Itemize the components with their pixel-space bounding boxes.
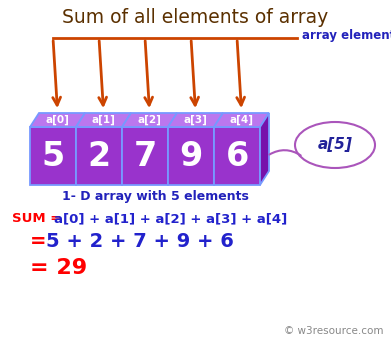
Text: a[4]: a[4]	[230, 115, 253, 125]
Polygon shape	[214, 127, 260, 185]
Text: = 29: = 29	[30, 258, 87, 278]
Polygon shape	[30, 127, 76, 185]
Polygon shape	[30, 113, 85, 127]
Text: SUM =: SUM =	[12, 212, 66, 225]
Polygon shape	[214, 113, 269, 127]
Text: 6: 6	[225, 139, 249, 172]
Polygon shape	[168, 113, 223, 127]
Polygon shape	[168, 127, 214, 185]
Text: array elements: array elements	[302, 30, 391, 42]
FancyArrowPatch shape	[269, 150, 301, 155]
Text: a[3]: a[3]	[183, 115, 208, 125]
Polygon shape	[76, 113, 131, 127]
Text: a[0] + a[1] + a[2] + a[3] + a[4]: a[0] + a[1] + a[2] + a[3] + a[4]	[54, 212, 287, 225]
Text: 2: 2	[88, 139, 111, 172]
Text: Sum of all elements of array: Sum of all elements of array	[62, 8, 328, 27]
Ellipse shape	[295, 122, 375, 168]
Text: =: =	[30, 232, 53, 251]
Text: 1- D array with 5 elements: 1- D array with 5 elements	[61, 190, 248, 203]
Polygon shape	[260, 113, 269, 185]
Text: a[2]: a[2]	[138, 115, 161, 125]
Text: a[0]: a[0]	[46, 115, 70, 125]
Text: 9: 9	[179, 139, 203, 172]
Text: a[1]: a[1]	[91, 115, 115, 125]
Text: 5 + 2 + 7 + 9 + 6: 5 + 2 + 7 + 9 + 6	[46, 232, 234, 251]
Text: 5: 5	[41, 139, 65, 172]
Text: © w3resource.com: © w3resource.com	[283, 326, 383, 336]
Text: a[5]: a[5]	[317, 136, 352, 152]
Polygon shape	[122, 113, 177, 127]
Polygon shape	[76, 127, 122, 185]
Text: 7: 7	[133, 139, 157, 172]
Polygon shape	[122, 127, 168, 185]
